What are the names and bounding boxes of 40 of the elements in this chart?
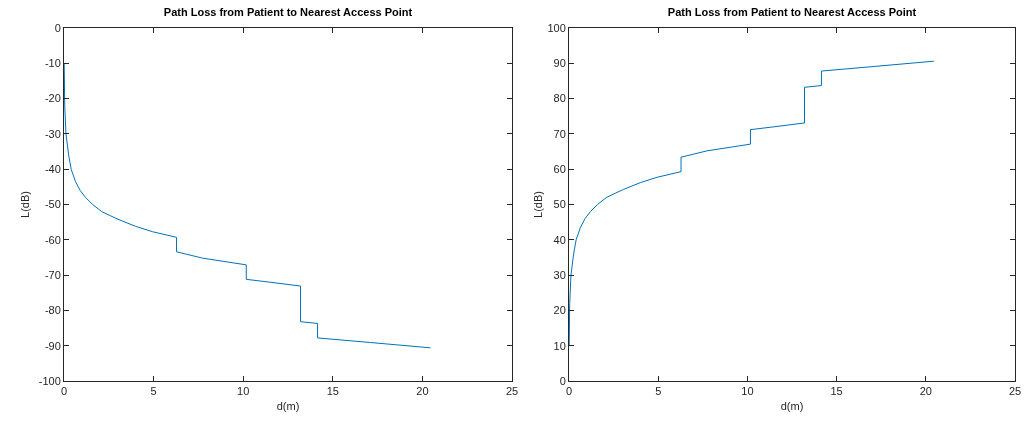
y-tick-label: 80 <box>553 92 566 105</box>
x-tick-label: 25 <box>1008 385 1022 398</box>
y-tick-label: -50 <box>44 198 61 211</box>
y-tick-label: 60 <box>553 163 566 176</box>
chart-title: Path Loss from Patient to Nearest Access Point <box>667 5 917 18</box>
y-tick-label: 20 <box>553 304 566 317</box>
x-tick-label: 5 <box>655 385 662 398</box>
chart-title: Path Loss from Patient to Nearest Access Point <box>163 5 413 18</box>
y-tick-label: -70 <box>44 268 61 281</box>
x-tick-label: 15 <box>830 385 843 398</box>
y-tick-label: 0 <box>54 21 61 34</box>
x-axis-title: d(m) <box>276 400 300 413</box>
y-axis-title: L(dB) <box>532 191 544 218</box>
y-tick-label: 0 <box>559 374 566 387</box>
x-tick-label: 10 <box>237 385 250 398</box>
y-tick-label: -90 <box>44 339 61 352</box>
y-tick-label: 40 <box>553 233 566 246</box>
y-tick-label: -40 <box>44 163 61 176</box>
x-tick-label: 25 <box>505 385 519 398</box>
y-tick-label: 100 <box>547 21 566 34</box>
y-tick-label: -10 <box>44 57 61 70</box>
y-tick-label: 90 <box>553 57 566 70</box>
x-tick-label: 10 <box>741 385 754 398</box>
y-tick-label: 30 <box>553 268 566 281</box>
y-tick-label: 10 <box>553 339 566 352</box>
x-tick-label: 5 <box>150 385 157 398</box>
y-tick-label: -80 <box>44 304 61 317</box>
y-tick-label: 50 <box>553 198 566 211</box>
y-tick-label: -60 <box>44 233 61 246</box>
line-series <box>64 62 431 349</box>
y-tick-label: -30 <box>44 127 61 140</box>
y-tick-label: -20 <box>44 92 61 105</box>
x-axis-title: d(m) <box>780 400 804 413</box>
x-tick-label: 15 <box>326 385 339 398</box>
y-tick-label: -100 <box>38 374 61 387</box>
y-axis-title: L(dB) <box>19 191 32 218</box>
x-tick-label: 20 <box>416 385 429 398</box>
y-tick-label: 70 <box>553 127 566 140</box>
x-tick-label: 20 <box>919 385 932 398</box>
line-series <box>569 60 935 347</box>
